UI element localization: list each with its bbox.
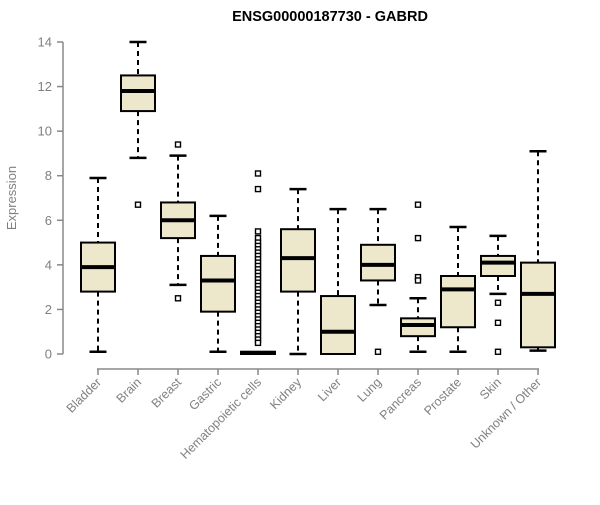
boxplot-unknown-other — [520, 149, 556, 352]
outlier-point — [254, 339, 262, 347]
x-tick-label-kidney: Kidney — [267, 375, 304, 412]
iqr-box — [440, 275, 476, 329]
x-tick-label-prostate: Prostate — [421, 375, 464, 418]
outlier-point — [374, 348, 382, 355]
y-axis-label: Expression — [4, 166, 19, 230]
x-tick-label-unknown-other: Unknown / Other — [468, 375, 544, 451]
x-tick-label-brain: Brain — [114, 375, 145, 406]
y-tick-label: 6 — [45, 213, 52, 228]
outlier-point — [494, 348, 502, 355]
outlier-point — [254, 170, 262, 177]
boxplot-liver — [320, 207, 356, 355]
iqr-box — [120, 74, 156, 113]
x-tick-label-gastric: Gastric — [186, 375, 224, 413]
boxplot-skin — [480, 234, 516, 355]
iqr-box — [360, 243, 396, 282]
outlier-point — [174, 295, 182, 302]
y-tick-label: 4 — [45, 257, 52, 272]
boxplot-brain — [120, 40, 156, 208]
chart-title: ENSG00000187730 - GABRD — [232, 9, 428, 25]
outlier-point — [174, 141, 182, 148]
outlier-point — [494, 299, 502, 306]
y-tick-label: 8 — [45, 168, 52, 183]
outlier-point — [254, 228, 262, 235]
y-tick-label: 0 — [45, 347, 52, 362]
outlier-point — [494, 319, 502, 326]
outlier-point — [134, 201, 142, 208]
iqr-box — [320, 295, 356, 355]
y-tick-label: 10 — [38, 124, 52, 139]
boxplot-hematopoietic-cells — [240, 170, 276, 355]
outlier-point — [254, 185, 262, 193]
y-tick-label: 12 — [38, 79, 52, 94]
iqr-box — [520, 261, 556, 349]
x-tick-label-pancreas: Pancreas — [377, 375, 424, 422]
x-tick-label-skin: Skin — [477, 375, 504, 402]
y-tick-label: 14 — [38, 35, 52, 50]
x-tick-label-liver: Liver — [315, 375, 344, 404]
outlier-point — [414, 234, 422, 242]
boxplot-breast — [160, 141, 196, 302]
boxplot-prostate — [440, 225, 476, 354]
boxplot-lung — [360, 207, 396, 355]
boxplot-kidney — [280, 187, 316, 356]
iqr-box — [480, 254, 516, 277]
y-tick-label: 2 — [45, 302, 52, 317]
outlier-point — [414, 201, 422, 208]
iqr-box — [400, 317, 436, 338]
iqr-box — [200, 254, 236, 313]
x-tick-label-breast: Breast — [149, 375, 185, 411]
boxplot-pancreas — [400, 201, 436, 354]
boxplot-bladder — [80, 176, 116, 354]
x-tick-label-bladder: Bladder — [64, 375, 104, 415]
boxplot-gastric — [200, 214, 236, 354]
iqr-box — [280, 228, 316, 293]
x-tick-label-lung: Lung — [355, 375, 385, 405]
outlier-point — [414, 277, 422, 284]
